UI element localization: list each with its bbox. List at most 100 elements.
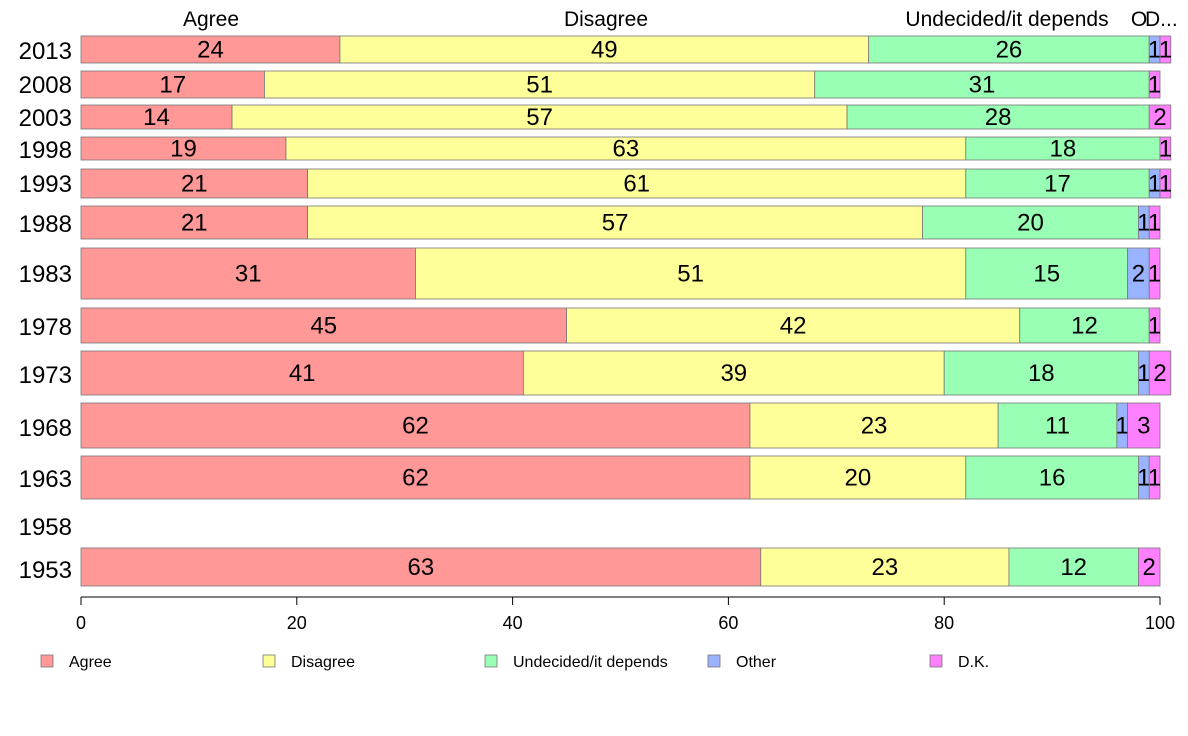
bar-1983-undecided-it-depends bbox=[965, 247, 1129, 300]
bar-1953-d-k- bbox=[1138, 547, 1161, 587]
data-label-2008-1: 51 bbox=[526, 72, 553, 99]
year-label-1968: 1968 bbox=[19, 415, 72, 442]
year-label-1958: 1958 bbox=[19, 514, 72, 541]
bar-2008-d-k- bbox=[1148, 70, 1161, 99]
data-label-2003-0: 14 bbox=[143, 104, 170, 131]
top-series-label-1: Disagree bbox=[564, 8, 648, 31]
data-label-1993-4: 1 bbox=[1159, 171, 1172, 198]
year-label-1993: 1993 bbox=[19, 171, 72, 198]
data-label-1993-3: 1 bbox=[1148, 171, 1161, 198]
bar-1993-agree bbox=[80, 168, 308, 199]
legend-label-disagree: Disagree bbox=[291, 654, 355, 671]
legend-label-undecided-it-depends: Undecided/it depends bbox=[513, 654, 668, 671]
bar-2013-undecided-it-depends bbox=[868, 35, 1150, 64]
bar-1983-agree bbox=[80, 247, 416, 300]
year-label-2003: 2003 bbox=[19, 105, 72, 132]
bar-2008-disagree bbox=[264, 70, 816, 99]
data-label-1988-2: 20 bbox=[1017, 210, 1044, 237]
data-label-1993-0: 21 bbox=[181, 171, 208, 198]
bar-1993-d-k- bbox=[1159, 168, 1172, 199]
data-label-1963-0: 62 bbox=[402, 465, 429, 492]
data-label-1968-1: 23 bbox=[861, 413, 888, 440]
data-label-2003-2: 28 bbox=[985, 104, 1012, 131]
x-tick-label-100: 100 bbox=[1145, 613, 1175, 633]
data-label-1993-2: 17 bbox=[1044, 171, 1071, 198]
data-label-2008-2: 31 bbox=[969, 72, 996, 99]
data-label-1978-4: 1 bbox=[1148, 313, 1161, 340]
legend-swatch-other bbox=[707, 654, 721, 668]
data-label-2013-0: 24 bbox=[197, 37, 224, 64]
bar-1978-undecided-it-depends bbox=[1019, 307, 1150, 344]
legend-swatch-d-k- bbox=[929, 654, 943, 668]
year-label-1973: 1973 bbox=[19, 362, 72, 389]
year-label-1963: 1963 bbox=[19, 466, 72, 493]
bar-2003-disagree bbox=[231, 104, 848, 130]
bar-1963-d-k- bbox=[1148, 455, 1161, 500]
bar-1973-agree bbox=[80, 350, 524, 396]
bar-2003-agree bbox=[80, 104, 233, 130]
bar-2013-disagree bbox=[339, 35, 870, 64]
data-label-1968-3: 1 bbox=[1116, 413, 1129, 440]
bar-1963-undecided-it-depends bbox=[965, 455, 1139, 500]
bar-1998-d-k- bbox=[1159, 136, 1172, 161]
bar-1988-agree bbox=[80, 205, 308, 240]
bar-1968-d-k- bbox=[1127, 402, 1161, 449]
data-label-1963-2: 16 bbox=[1039, 465, 1066, 492]
data-label-1983-1: 51 bbox=[677, 261, 704, 288]
x-tick-label-20: 20 bbox=[287, 613, 307, 633]
data-label-1953-1: 23 bbox=[872, 554, 899, 581]
data-label-1963-4: 1 bbox=[1148, 465, 1161, 492]
x-tick-label-60: 60 bbox=[718, 613, 738, 633]
bar-1963-disagree bbox=[749, 455, 967, 500]
data-label-2003-4: 2 bbox=[1153, 104, 1166, 131]
data-label-1978-1: 42 bbox=[780, 313, 807, 340]
data-label-1983-3: 2 bbox=[1132, 261, 1145, 288]
year-label-1988: 1988 bbox=[19, 211, 72, 238]
bar-1968-disagree bbox=[749, 402, 999, 449]
bar-1983-d-k- bbox=[1148, 247, 1161, 300]
data-label-1983-2: 15 bbox=[1033, 261, 1060, 288]
bar-1963-agree bbox=[80, 455, 751, 500]
data-label-1953-2: 12 bbox=[1060, 554, 1087, 581]
bar-2013-d-k- bbox=[1159, 35, 1172, 64]
data-label-1988-4: 1 bbox=[1148, 210, 1161, 237]
data-label-2013-4: 1 bbox=[1159, 37, 1172, 64]
bar-1993-disagree bbox=[307, 168, 967, 199]
top-series-label-2: Undecided/it depends bbox=[905, 8, 1108, 31]
data-label-1988-0: 21 bbox=[181, 210, 208, 237]
data-label-1973-1: 39 bbox=[720, 360, 747, 387]
bar-1973-disagree bbox=[522, 350, 945, 396]
year-label-1998: 1998 bbox=[19, 137, 72, 164]
data-label-1953-0: 63 bbox=[408, 554, 435, 581]
year-label-1953: 1953 bbox=[19, 557, 72, 584]
top-series-label-4: D... bbox=[1145, 8, 1178, 31]
x-tick-label-80: 80 bbox=[934, 613, 954, 633]
data-label-1988-3: 1 bbox=[1137, 210, 1150, 237]
bar-1988-undecided-it-depends bbox=[922, 205, 1139, 240]
bar-1973-undecided-it-depends bbox=[943, 350, 1139, 396]
data-label-1953-4: 2 bbox=[1143, 554, 1156, 581]
bar-2013-agree bbox=[80, 35, 341, 64]
bar-1978-agree bbox=[80, 307, 567, 344]
data-label-1998-1: 63 bbox=[613, 136, 640, 163]
data-label-1998-0: 19 bbox=[170, 136, 197, 163]
legend-swatch-undecided-it-depends bbox=[484, 654, 498, 668]
bar-2008-undecided-it-depends bbox=[814, 70, 1150, 99]
top-series-label-0: Agree bbox=[183, 8, 239, 31]
year-label-1978: 1978 bbox=[19, 314, 72, 341]
year-label-2008: 2008 bbox=[19, 72, 72, 99]
data-label-1973-3: 1 bbox=[1137, 360, 1150, 387]
legend-swatch-disagree bbox=[262, 654, 276, 668]
data-label-1998-2: 18 bbox=[1050, 136, 1077, 163]
bar-1988-d-k- bbox=[1148, 205, 1161, 240]
data-label-2013-3: 1 bbox=[1148, 37, 1161, 64]
legend-label-d-k-: D.K. bbox=[958, 654, 989, 671]
bar-2003-d-k- bbox=[1148, 104, 1172, 130]
x-tick-label-40: 40 bbox=[503, 613, 523, 633]
data-label-1998-4: 1 bbox=[1159, 136, 1172, 163]
data-label-1988-1: 57 bbox=[602, 210, 629, 237]
data-label-2003-1: 57 bbox=[526, 104, 553, 131]
bar-1973-d-k- bbox=[1148, 350, 1172, 396]
year-label-2013: 2013 bbox=[19, 38, 72, 65]
data-label-1968-2: 11 bbox=[1045, 413, 1070, 440]
